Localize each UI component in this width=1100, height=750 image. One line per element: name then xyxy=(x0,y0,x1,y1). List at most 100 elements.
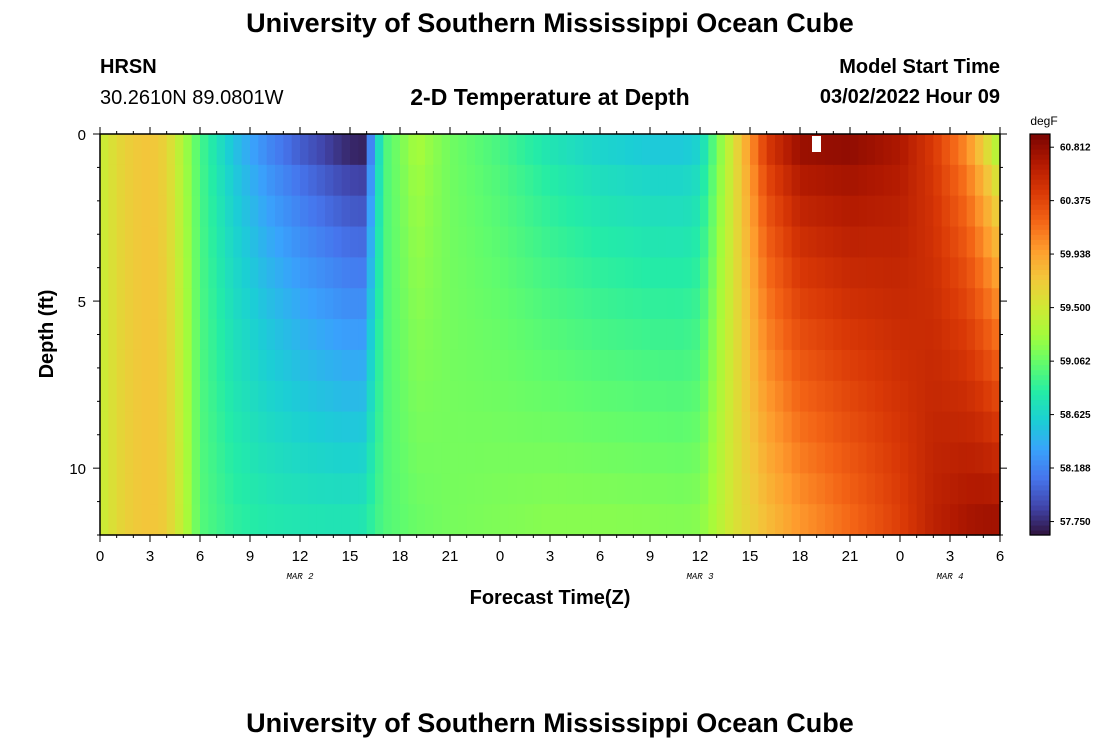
heatmap-cell xyxy=(300,164,309,197)
heatmap-cell xyxy=(691,473,701,505)
heatmap-cell xyxy=(500,164,509,197)
heatmap-cell xyxy=(516,442,526,474)
heatmap-cell xyxy=(491,195,501,228)
heatmap-cell xyxy=(441,288,451,320)
heatmap-cell xyxy=(141,442,151,474)
heatmap-cell xyxy=(275,349,284,382)
heatmap-cell xyxy=(333,257,343,289)
heatmap-cell xyxy=(391,411,401,444)
heatmap-cell xyxy=(108,411,118,444)
colorbar-frame xyxy=(1029,133,1051,536)
heatmap-cell xyxy=(791,349,801,382)
heatmap-cell xyxy=(783,349,793,382)
heatmap-cell xyxy=(383,257,393,289)
heatmap-cell xyxy=(158,349,168,382)
heatmap-cell xyxy=(333,195,343,228)
heatmap-cell xyxy=(933,473,943,505)
heatmap-cell xyxy=(983,411,993,444)
heatmap-cell xyxy=(550,380,559,413)
heatmap-cell xyxy=(941,226,951,258)
heatmap-cell xyxy=(291,164,301,197)
heatmap-cell xyxy=(808,349,818,382)
heatmap-cell xyxy=(725,134,734,166)
heatmap-cell xyxy=(975,349,984,382)
heatmap-cell xyxy=(150,504,159,536)
heatmap-cell xyxy=(175,226,184,258)
heatmap-cell xyxy=(458,195,468,228)
heatmap-cell xyxy=(941,380,951,413)
heatmap-cell xyxy=(216,195,226,228)
heatmap-cell xyxy=(741,226,751,258)
heatmap-cell xyxy=(625,226,634,258)
heatmap-cell xyxy=(716,349,726,382)
heatmap-cell xyxy=(758,134,768,166)
heatmap-cell xyxy=(100,134,109,166)
colorbar-segment xyxy=(1030,399,1050,406)
y-tick-label: 5 xyxy=(78,294,86,311)
heatmap-cell xyxy=(375,504,384,536)
heatmap-cell xyxy=(675,411,684,444)
heatmap-cell xyxy=(441,473,451,505)
colorbar-segment xyxy=(1030,334,1050,341)
heatmap-cell xyxy=(525,195,534,228)
heatmap-cell xyxy=(716,257,726,289)
heatmap-cell xyxy=(200,411,209,444)
heatmap-cell xyxy=(416,134,426,166)
heatmap-cell xyxy=(583,257,593,289)
heatmap-cell xyxy=(825,380,834,413)
heatmap-cell xyxy=(200,319,209,351)
heatmap-cell xyxy=(883,134,893,166)
heatmap-cell xyxy=(666,195,676,228)
heatmap-cell xyxy=(433,288,443,320)
heatmap-cell xyxy=(358,442,368,474)
x-tick-label: 21 xyxy=(442,548,459,565)
heatmap-cell xyxy=(883,319,893,351)
heatmap-cell xyxy=(525,257,534,289)
heatmap-cell xyxy=(150,380,159,413)
heatmap-cell xyxy=(575,442,584,474)
heatmap-cell xyxy=(166,380,176,413)
heatmap-cell xyxy=(150,134,159,166)
heatmap-cell xyxy=(925,380,934,413)
heatmap-cell xyxy=(566,164,576,197)
heatmap-cell xyxy=(616,473,626,505)
heatmap-cell xyxy=(833,164,843,197)
heatmap-cell xyxy=(125,134,134,166)
heatmap-cell xyxy=(850,257,859,289)
heatmap-cell xyxy=(900,195,909,228)
heatmap-cell xyxy=(241,349,251,382)
heatmap-cell xyxy=(866,257,876,289)
heatmap-cell xyxy=(525,473,534,505)
heatmap-cell xyxy=(225,349,234,382)
heatmap-cell xyxy=(650,380,659,413)
heatmap-cell xyxy=(616,504,626,536)
x-axis-label: Forecast Time(Z) xyxy=(470,587,631,609)
heatmap-cell xyxy=(625,288,634,320)
heatmap-cell xyxy=(358,349,368,382)
heatmap-cell xyxy=(108,288,118,320)
heatmap-cell xyxy=(975,164,984,197)
heatmap-cell xyxy=(250,288,259,320)
heatmap-cell xyxy=(900,164,909,197)
heatmap-cell xyxy=(308,380,318,413)
heatmap-cell xyxy=(891,473,901,505)
heatmap-cell xyxy=(933,380,943,413)
heatmap-cell xyxy=(450,411,459,444)
colorbar-segment xyxy=(1030,444,1050,451)
heatmap-cell xyxy=(541,504,551,536)
heatmap-cell xyxy=(900,349,909,382)
heatmap-cell xyxy=(858,473,868,505)
x-tick-label: 9 xyxy=(646,548,654,565)
heatmap-cell xyxy=(716,226,726,258)
heatmap-cell xyxy=(516,288,526,320)
heatmap-cell xyxy=(658,380,668,413)
heatmap-cell xyxy=(341,473,351,505)
heatmap-cell xyxy=(533,226,543,258)
heatmap-cell xyxy=(891,319,901,351)
heatmap-cell xyxy=(500,442,509,474)
heatmap-cell xyxy=(175,473,184,505)
heatmap-cell xyxy=(508,504,518,536)
heatmap-cell xyxy=(575,257,584,289)
heatmap-cell xyxy=(283,195,293,228)
